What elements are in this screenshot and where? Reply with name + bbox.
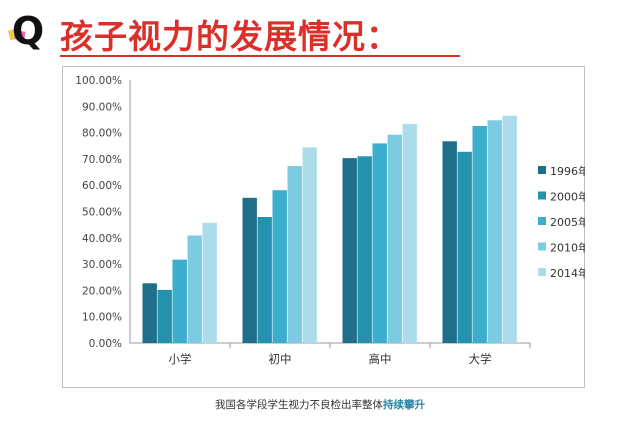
y-tick-label: 90.00% (82, 101, 122, 113)
bar (142, 283, 157, 343)
bar (472, 126, 487, 344)
chart-caption: 我国各学段学生视力不良检出率整体持续攀升 (0, 397, 640, 412)
caption-highlight: 持续攀升 (383, 399, 425, 411)
x-tick-label: 初中 (269, 352, 292, 366)
bar (487, 120, 502, 343)
y-tick-label: 30.00% (82, 259, 122, 271)
y-tick-label: 0.00% (89, 338, 122, 350)
legend-swatch (538, 268, 546, 276)
bar (342, 158, 357, 343)
bar-chart: 0.00% 10.00% 20.00% 30.00% 40.00% 50.00% 60.00… (75, 75, 585, 366)
legend-swatch (538, 166, 546, 174)
bar (402, 123, 417, 343)
legend-label: 2014年 (550, 266, 585, 280)
bar (357, 156, 372, 343)
q-logo-icon: Q (7, 9, 44, 52)
bar (442, 141, 457, 343)
legend-swatch (538, 191, 546, 200)
y-tick-label: 100.00% (75, 75, 122, 87)
legend-label: 2010年 (550, 241, 585, 255)
legend-swatch (538, 242, 546, 251)
legend-label: 1996年 (550, 164, 585, 178)
title-underline (60, 55, 460, 57)
bar (242, 197, 257, 343)
y-tick-label: 50.00% (82, 207, 122, 219)
bar (172, 259, 187, 343)
bar (287, 166, 302, 343)
legend-swatch (538, 217, 546, 225)
y-tick-label: 10.00% (82, 312, 122, 324)
bar (257, 217, 272, 343)
y-tick-label: 20.00% (82, 285, 122, 297)
header: Q 孩子视力的发展情况： (0, 0, 640, 62)
y-tick-label: 60.00% (82, 180, 122, 192)
bar (157, 289, 172, 343)
legend-label: 2000年 (550, 190, 585, 204)
bar (187, 235, 202, 343)
bar (502, 115, 517, 343)
page-title: 孩子视力的发展情况： (60, 17, 400, 56)
bar (302, 147, 317, 343)
bar (272, 190, 287, 343)
bar (202, 222, 217, 343)
y-tick-label: 70.00% (82, 154, 122, 166)
legend-label: 2005年 (550, 215, 585, 229)
bar (457, 151, 472, 343)
y-tick-label: 40.00% (82, 233, 122, 245)
x-tick-label: 高中 (369, 352, 392, 366)
q-logo-letter: Q (12, 9, 44, 52)
x-tick-label: 大学 (469, 352, 492, 366)
caption-text: 我国各学段学生视力不良检出率整体 (215, 399, 383, 411)
bar (387, 134, 402, 343)
x-tick-label: 小学 (169, 352, 192, 366)
y-tick-label: 80.00% (82, 128, 122, 140)
bar (372, 143, 387, 343)
